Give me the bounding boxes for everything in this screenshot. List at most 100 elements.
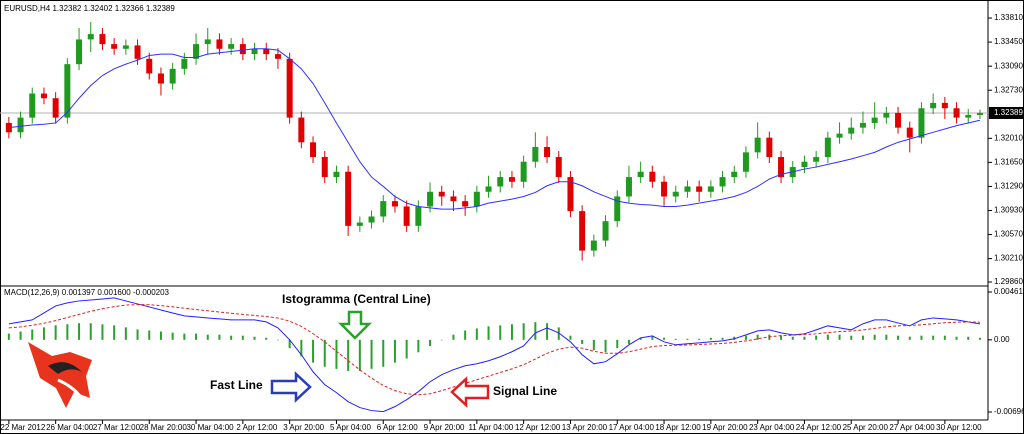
histogram-bar (370, 339, 373, 369)
y-tick-label: 1.32010 (994, 133, 1023, 142)
candle-body (766, 137, 773, 158)
candle-body (181, 58, 188, 69)
candle-body (111, 44, 118, 49)
histogram-bar (475, 328, 478, 340)
candle-body (930, 102, 937, 109)
candle-body (625, 177, 632, 197)
candle-body (157, 73, 164, 84)
candle-body (883, 112, 890, 118)
histogram-bar (604, 339, 607, 353)
candle-body (345, 171, 352, 226)
histogram-bar (780, 335, 783, 340)
candle-body (544, 147, 551, 158)
histogram-bar (850, 335, 853, 340)
y-tick-label: -0.00696 (994, 407, 1024, 416)
macd-line (8, 297, 981, 413)
macd-title: MACD(12,26,9) 0.001397 0.001600 -0.00020… (4, 288, 170, 297)
candle-body (310, 142, 317, 158)
current-price-box (989, 106, 1024, 119)
histogram-bar (721, 337, 724, 340)
y-tick-label: 1.30570 (994, 230, 1023, 239)
histogram-bar (639, 337, 642, 340)
candle-body (836, 133, 843, 138)
candle-body (801, 161, 808, 168)
candle-body (824, 137, 831, 158)
histogram-bar (592, 339, 595, 351)
histogram-bar (452, 334, 455, 340)
histogram-bar (253, 336, 256, 340)
x-tick-label: 18 Apr 12:00 (655, 423, 701, 432)
x-tick-label: 30 Apr 12:00 (936, 423, 982, 432)
candle-body (953, 108, 960, 118)
candle-body (485, 186, 492, 192)
candle-body (719, 177, 726, 187)
logo (28, 342, 92, 408)
histogram-bar (31, 329, 34, 340)
histogram-bar (861, 335, 864, 340)
candle-body (122, 45, 129, 49)
histogram-bar (698, 338, 701, 340)
candle-body (204, 39, 211, 45)
histogram-bar (803, 336, 806, 340)
candle-body (661, 181, 668, 197)
candle-body (672, 191, 679, 197)
histogram-bar (663, 337, 666, 340)
histogram-bar (66, 324, 69, 340)
candle-body (427, 191, 434, 207)
histogram-bar (42, 327, 45, 340)
candle-body (462, 201, 469, 207)
candle-body (356, 222, 363, 226)
histogram-bar (756, 334, 759, 340)
histogram-bar (183, 333, 186, 340)
histogram-bar (569, 335, 572, 340)
histogram-bar (7, 333, 10, 340)
histogram-bar (265, 337, 268, 340)
candle-body (286, 58, 293, 118)
histogram-bar (499, 325, 502, 340)
histogram-bar (78, 323, 81, 340)
y-tick-label: 1.33810 (994, 13, 1023, 22)
chart-title: EURUSD,H4 1.32382 1.32402 1.32366 1.3238… (4, 4, 175, 13)
candle-body (193, 44, 200, 59)
histogram-bar (464, 330, 467, 340)
histogram-bar (429, 339, 432, 347)
candle-body (274, 54, 281, 59)
histogram-bar (124, 327, 127, 340)
x-tick-label: 6 Apr 12:00 (377, 423, 418, 432)
x-tick-label: 19 Apr 20:00 (702, 423, 748, 432)
histogram-bar (218, 334, 221, 340)
candle-body (298, 117, 305, 143)
histogram-bar (195, 333, 198, 340)
histogram-bar (54, 325, 57, 340)
histogram-bar (768, 334, 771, 340)
histogram-bar (978, 337, 981, 340)
x-tick-label: 11 Apr 04:00 (468, 423, 513, 432)
x-tick-label: 13 Apr 20:00 (562, 423, 608, 432)
candle-body (415, 206, 422, 226)
candle-body (649, 171, 656, 182)
histogram-bar (885, 334, 888, 340)
candle-body (731, 171, 738, 178)
histogram-bar (487, 326, 490, 340)
annotation-arrows (270, 310, 490, 408)
histogram-bar (241, 335, 244, 340)
histogram-bar (335, 339, 338, 369)
histogram-bar (358, 339, 361, 371)
histogram-bar (312, 339, 315, 363)
histogram-bar (417, 339, 420, 353)
candle-body (403, 206, 410, 226)
histogram-bar (288, 339, 291, 349)
histogram-bar (534, 322, 537, 340)
histogram-bar (920, 335, 923, 340)
candle-body (871, 117, 878, 123)
candle-body (263, 48, 270, 55)
histogram-bar (89, 323, 92, 340)
x-tick-label: 17 Apr 04:00 (609, 423, 655, 432)
current-price-label: 1.32389 (994, 108, 1023, 117)
annotation: Signal Line (493, 384, 557, 398)
x-tick-label: 28 Mar 20:00 (140, 423, 188, 432)
x-tick-label: 12 Apr 12:00 (515, 423, 561, 432)
candle-body (368, 216, 375, 223)
histogram-bar (300, 339, 303, 357)
